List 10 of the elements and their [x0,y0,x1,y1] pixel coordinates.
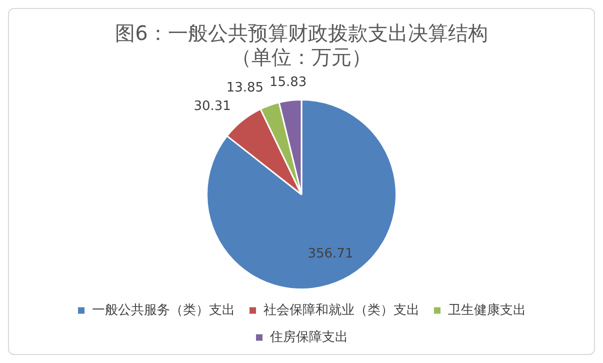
data-label: 30.31 [194,98,231,114]
chart-subtitle: （单位：万元） [232,45,372,70]
data-label: 356.71 [308,246,354,262]
data-label: 15.83 [269,74,307,90]
legend-label: 住房保障支出 [268,328,348,345]
legend-label: 一般公共服务（类）支出 [92,302,235,318]
chart-title: 图6：一般公共预算财政拨款支出决算结构 [115,21,488,46]
data-label: 13.85 [226,80,264,96]
legend-label: 卫生健康支出 [448,302,526,318]
legend-label: 社会保障和就业（类）支出 [263,302,420,318]
